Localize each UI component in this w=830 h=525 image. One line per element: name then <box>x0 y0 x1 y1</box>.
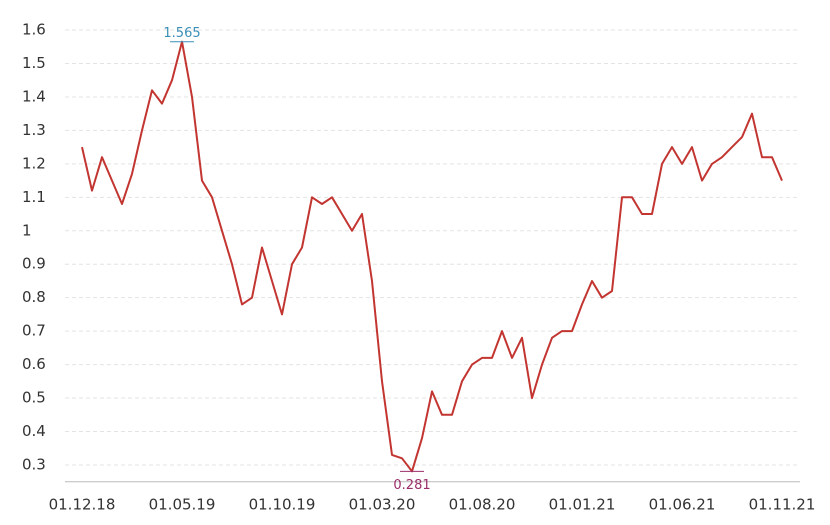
y-tick-label: 1.3 <box>22 121 46 139</box>
x-tick-label: 01.08.20 <box>449 496 516 514</box>
y-tick-label: 1.6 <box>22 21 46 39</box>
x-tick-label: 01.01.21 <box>549 496 616 514</box>
x-tick-label: 01.06.21 <box>649 496 716 514</box>
y-tick-label: 0.5 <box>22 389 46 407</box>
y-tick-label: 0.6 <box>22 355 46 373</box>
y-tick-label: 0.9 <box>22 255 46 273</box>
y-tick-label: 0.8 <box>22 288 46 306</box>
x-tick-label: 01.11.21 <box>749 496 816 514</box>
y-tick-label: 0.3 <box>22 455 46 473</box>
x-tick-label: 01.12.18 <box>49 496 116 514</box>
x-tick-label: 01.03.20 <box>349 496 416 514</box>
max-label: 1.565 <box>163 26 200 41</box>
y-tick-label: 1.2 <box>22 154 46 172</box>
y-tick-label: 1.5 <box>22 54 46 72</box>
y-tick-label: 0.4 <box>22 422 46 440</box>
y-tick-label: 1 <box>22 221 32 239</box>
x-tick-label: 01.10.19 <box>249 496 316 514</box>
y-tick-label: 0.7 <box>22 322 46 340</box>
x-tick-label: 01.05.19 <box>149 496 216 514</box>
y-tick-label: 1.4 <box>22 87 46 105</box>
y-tick-label: 1.1 <box>22 188 46 206</box>
min-label: 0.281 <box>393 478 430 493</box>
line <box>81 40 783 473</box>
